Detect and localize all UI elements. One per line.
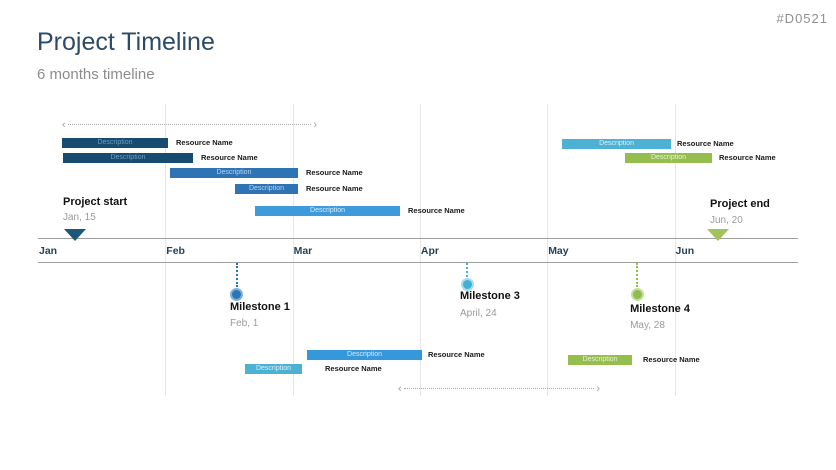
task-bar-label: Description: [599, 140, 635, 147]
project-start-label: Project start: [63, 196, 128, 208]
milestone-name: Milestone 1: [229, 301, 290, 313]
month-label-apr: Apr: [420, 245, 439, 257]
task-bar-label: Description: [347, 351, 383, 358]
task-bar-label: Description: [248, 185, 284, 192]
range-arrow-line: [68, 124, 311, 125]
axis-top-line: [38, 238, 798, 239]
resource-name-label: Resource Name: [325, 364, 382, 373]
range-arrow[interactable]: ‹ ›: [398, 383, 600, 395]
task-bar-label: Description: [310, 207, 346, 214]
milestone-date: Feb, 1: [229, 318, 259, 329]
milestone-connector-line: [235, 263, 238, 287]
project-start-marker-icon[interactable]: [63, 229, 86, 241]
task-bar[interactable]: Description: [255, 206, 401, 216]
project-start-date: Jan, 15: [63, 212, 96, 223]
month-label-mar: Mar: [293, 245, 313, 257]
resource-name-label: Resource Name: [176, 138, 233, 147]
month-label-jun: Jun: [675, 245, 695, 257]
resource-name-label: Resource Name: [306, 184, 363, 193]
task-bar[interactable]: Description: [170, 168, 298, 178]
milestone-name: Milestone 3: [460, 290, 520, 302]
task-bar[interactable]: Description: [62, 153, 194, 163]
milestone-date: May, 28: [630, 320, 665, 331]
milestone-date: April, 24: [460, 308, 497, 319]
slide-code: #D0521: [776, 11, 828, 26]
task-bar[interactable]: Description: [568, 355, 633, 365]
range-arrow-line: [404, 388, 594, 389]
task-bar[interactable]: Description: [235, 184, 298, 194]
task-bar-label: Description: [255, 365, 291, 372]
month-gridline: [674, 104, 676, 396]
resource-name-label: Resource Name: [643, 355, 700, 364]
task-bar-label: Description: [582, 356, 618, 363]
task-bar[interactable]: Description: [62, 138, 168, 148]
range-arrow[interactable]: ‹ ›: [62, 119, 317, 131]
resource-name-label: Resource Name: [306, 168, 363, 177]
arrowhead-left-icon: ‹: [62, 119, 66, 131]
milestone-marker[interactable]: [460, 277, 474, 291]
project-end-marker-icon[interactable]: [706, 229, 729, 241]
task-bar-label: Description: [110, 154, 146, 161]
task-bar[interactable]: Description: [624, 153, 713, 163]
page-subtitle: 6 months timeline: [37, 66, 155, 83]
task-bar[interactable]: Description: [562, 139, 672, 149]
page-title: Project Timeline: [37, 28, 215, 56]
milestone-connector-line: [636, 263, 639, 287]
arrowhead-left-icon: ‹: [398, 383, 402, 395]
resource-name-label: Resource Name: [408, 206, 465, 215]
month-label-feb: Feb: [166, 245, 185, 257]
task-bar[interactable]: Description: [306, 350, 423, 360]
arrowhead-right-icon: ›: [313, 119, 317, 131]
milestone-connector-line: [466, 263, 468, 277]
milestone-marker[interactable]: [630, 287, 644, 301]
task-bar-label: Description: [216, 169, 252, 176]
axis-bottom-line: [38, 262, 798, 263]
month-gridline: [419, 104, 421, 396]
task-bar[interactable]: Description: [244, 364, 302, 374]
resource-name-label: Resource Name: [719, 153, 776, 162]
resource-name-label: Resource Name: [677, 139, 734, 148]
resource-name-label: Resource Name: [201, 153, 258, 162]
milestone-marker[interactable]: [230, 287, 244, 301]
month-label-may: May: [548, 245, 569, 257]
milestone-name: Milestone 4: [630, 303, 690, 315]
month-gridline: [547, 104, 549, 396]
task-bar-label: Description: [97, 139, 133, 146]
arrowhead-right-icon: ›: [596, 383, 600, 395]
month-gridline: [165, 104, 167, 396]
project-end-date: Jun, 20: [710, 215, 743, 226]
month-label-jan: Jan: [39, 245, 58, 257]
task-bar-label: Description: [650, 154, 686, 161]
project-end-label: Project end: [710, 198, 770, 210]
month-gridline: [292, 104, 294, 396]
resource-name-label: Resource Name: [428, 350, 485, 359]
